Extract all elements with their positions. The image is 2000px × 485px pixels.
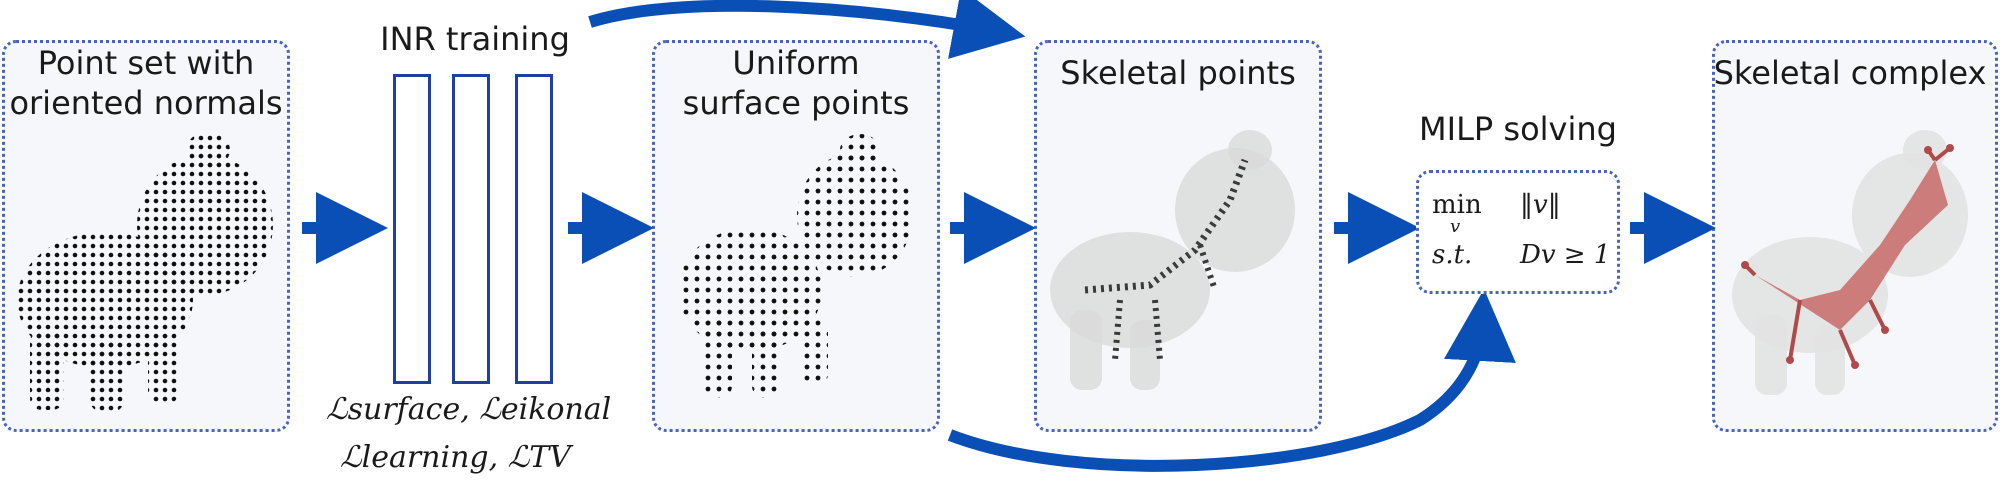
arrow-uniform-to-milp-curve	[947, 289, 1516, 472]
uniform-title-line1: Uniform	[732, 44, 860, 82]
inr-loss-line2: ℒlearning, ℒTV	[340, 440, 571, 475]
skeletal-points-figure	[1050, 130, 1295, 390]
milp-min: min	[1432, 190, 1482, 220]
skeletal-complex-title: Skeletal complex	[1713, 54, 1987, 92]
input-title-line1: Point set with	[37, 44, 255, 82]
milp-constraint: Dv ≥ 1	[1520, 240, 1611, 270]
milp-title: MILP solving	[1419, 110, 1617, 148]
uniform-point-cloud	[678, 134, 913, 398]
inr-loss-line1: ℒsurface, ℒeikonal	[326, 392, 612, 427]
inr-title: INR training	[380, 20, 570, 58]
milp-box	[1416, 170, 1620, 294]
milp-st: s.t.	[1432, 240, 1473, 270]
skeletal-complex-figure	[1732, 130, 1968, 395]
milp-min-sub: v	[1450, 216, 1461, 237]
inr-layer-1	[393, 74, 431, 384]
milp-objective: ‖v‖	[1520, 190, 1561, 220]
inr-layer-2	[452, 74, 490, 384]
uniform-title-line2: surface points	[682, 84, 910, 122]
input-point-cloud	[17, 132, 273, 412]
arrow-inr-to-skeletal-curve	[588, 0, 1026, 59]
skeletal-points-title: Skeletal points	[1060, 54, 1296, 92]
inr-layer-3	[515, 74, 553, 384]
input-title-line2: oriented normals	[9, 84, 283, 122]
